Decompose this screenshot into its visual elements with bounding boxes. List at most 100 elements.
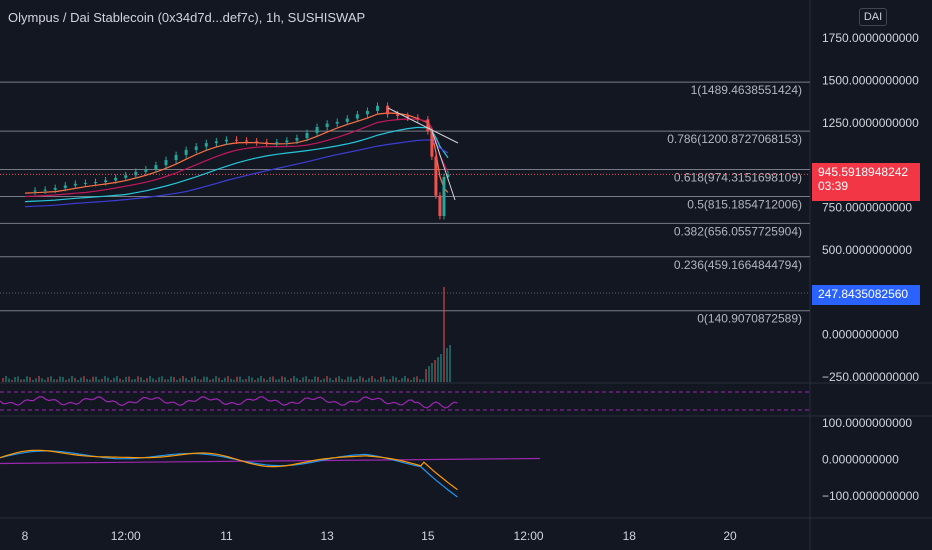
moving-average-medium	[24, 118, 449, 198]
candle-body	[104, 180, 108, 183]
volume-bar	[137, 376, 139, 382]
volume-bar	[158, 377, 160, 382]
volume-bar	[212, 378, 214, 382]
volume-bar	[179, 378, 181, 382]
volume-bar	[344, 379, 346, 382]
volume-bar	[338, 376, 340, 382]
volume-bar	[221, 379, 223, 382]
volume-bar	[23, 379, 25, 382]
volume-bar	[239, 376, 241, 382]
candle-body	[434, 156, 438, 196]
candle-body	[430, 131, 434, 157]
volume-bar	[149, 376, 151, 382]
price-axis-label: 1750.0000000000	[822, 31, 919, 45]
volume-bar	[200, 379, 202, 382]
time-axis-label: 13	[320, 529, 334, 543]
candle-body	[114, 177, 118, 181]
moving-average-slow	[24, 126, 449, 203]
volume-bar	[395, 377, 397, 382]
volume-bar	[359, 376, 361, 382]
volume-bar	[389, 379, 391, 382]
volume-bar	[32, 379, 34, 382]
volume-bar	[416, 376, 418, 382]
macd-zero-line	[0, 457, 541, 465]
candle-body	[134, 171, 138, 176]
volume-bar	[20, 379, 22, 382]
volume-bar	[89, 379, 91, 382]
volume-bar	[134, 379, 136, 382]
volume-bar	[182, 376, 184, 382]
volume-bar	[86, 378, 88, 382]
volume-bar	[410, 379, 412, 382]
volume-bar	[377, 379, 379, 382]
price-axis-label: −250.0000000000	[822, 370, 919, 384]
macd-axis-label: −100.0000000000	[822, 489, 919, 503]
volume-bar	[80, 377, 82, 382]
volume-bar	[428, 366, 430, 382]
volume-bar	[194, 376, 196, 382]
volume-bar	[107, 377, 109, 382]
volume-bar	[110, 379, 112, 382]
volume-bar	[383, 376, 385, 382]
volume-bar	[257, 378, 259, 382]
volume-bar	[380, 376, 382, 382]
volume-bar	[191, 377, 193, 382]
volume-bar	[143, 379, 145, 382]
volume-bar	[50, 376, 52, 382]
volume-bar	[26, 376, 28, 382]
volume-bar	[350, 376, 352, 382]
volume-bar	[374, 378, 376, 382]
volume-bar	[305, 376, 307, 382]
volume-bar	[140, 377, 142, 382]
volume-bar	[347, 376, 349, 382]
volume-bar	[188, 379, 190, 382]
macd-axis-label: 0.0000000000	[822, 453, 899, 467]
candle-body	[43, 189, 47, 191]
volume-bar	[29, 377, 31, 382]
candle-body	[335, 121, 339, 124]
candle-body	[442, 176, 446, 216]
volume-bar	[173, 377, 175, 382]
rsi-line	[0, 395, 458, 409]
candle-body	[416, 117, 420, 120]
volume-bar	[449, 345, 451, 382]
volume-bar	[170, 376, 172, 382]
volume-bar	[62, 376, 64, 382]
volume-bar	[287, 379, 289, 382]
volume-bar	[296, 378, 298, 382]
volume-bar	[209, 379, 211, 382]
volume-bar	[392, 376, 394, 382]
volume-bar	[47, 377, 49, 382]
volume-bar	[302, 377, 304, 382]
volume-bar	[413, 377, 415, 382]
candle-body	[275, 142, 279, 144]
volume-bar	[353, 379, 355, 382]
volume-bar	[272, 376, 274, 382]
volume-bar	[35, 378, 37, 382]
candle-body	[33, 190, 37, 192]
moving-average-long	[24, 139, 449, 208]
volume-bar	[203, 376, 205, 382]
candle-body	[355, 114, 359, 119]
volume-bar	[230, 378, 232, 382]
volume-bar	[275, 379, 277, 382]
candle-body	[315, 126, 319, 133]
price-axis-label: 0.0000000000	[822, 328, 899, 342]
volume-bar	[167, 379, 169, 382]
candle-body	[224, 139, 228, 142]
candle-body	[164, 160, 168, 166]
volume-bar	[74, 377, 76, 382]
trend-line	[387, 107, 459, 144]
volume-bar	[281, 376, 283, 382]
currency-badge[interactable]: DAI	[859, 8, 887, 26]
volume-marker-value: 247.8435082560	[818, 287, 909, 301]
volume-bar	[122, 379, 124, 382]
volume-bar	[17, 376, 19, 382]
candle-body	[73, 183, 77, 186]
volume-bar	[224, 377, 226, 382]
volume-bar	[317, 376, 319, 382]
volume-bar	[401, 378, 403, 382]
candle-body	[345, 118, 349, 122]
volume-bar	[8, 378, 10, 382]
